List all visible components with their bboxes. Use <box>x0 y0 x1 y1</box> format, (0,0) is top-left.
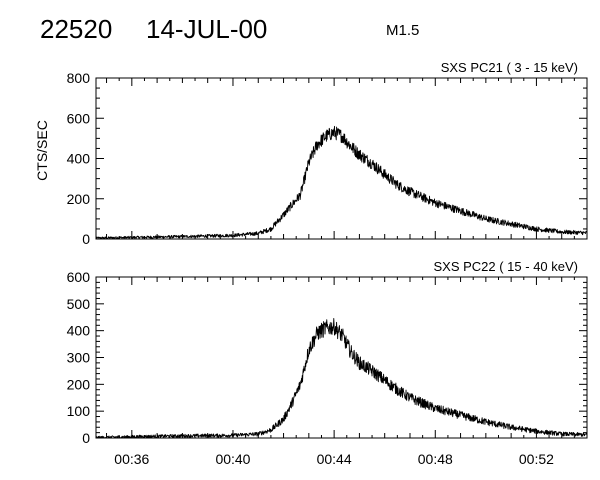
light-curve-series-2 <box>95 318 588 439</box>
y-tick-label: 600 <box>67 110 91 126</box>
panel-title-2: SXS PC22 ( 15 - 40 keV) <box>433 259 578 274</box>
event-date: 14-JUL-00 <box>146 14 268 44</box>
light-curve-series-1 <box>95 125 588 240</box>
y-tick-label: 200 <box>67 191 91 207</box>
x-tick-label: 00:36 <box>114 451 149 467</box>
x-tick-label: 00:52 <box>519 451 554 467</box>
y-tick-label: 0 <box>82 231 90 247</box>
chart-header: 22520 14-JUL-00 M1.5 <box>0 0 600 60</box>
y-tick-label: 200 <box>67 376 91 392</box>
y-tick-label: 600 <box>67 269 91 285</box>
flare-class: M1.5 <box>386 22 420 39</box>
x-tick-label: 00:40 <box>215 451 250 467</box>
y-tick-label: 100 <box>67 403 91 419</box>
x-tick-label: 00:48 <box>418 451 453 467</box>
y-axis-label: CTS/SEC <box>34 120 50 181</box>
y-tick-label: 400 <box>67 323 91 339</box>
panel-title-1: SXS PC21 ( 3 - 15 keV) <box>441 60 578 75</box>
event-id: 22520 <box>40 14 113 44</box>
plot-frame-2 <box>95 276 588 439</box>
y-tick-label: 400 <box>67 151 91 167</box>
plot-frame-1 <box>95 77 588 240</box>
y-tick-label: 300 <box>67 350 91 366</box>
y-tick-label: 800 <box>67 70 91 86</box>
y-tick-label: 500 <box>67 296 91 312</box>
x-tick-label: 00:44 <box>317 451 352 467</box>
y-tick-label: 0 <box>82 430 90 446</box>
